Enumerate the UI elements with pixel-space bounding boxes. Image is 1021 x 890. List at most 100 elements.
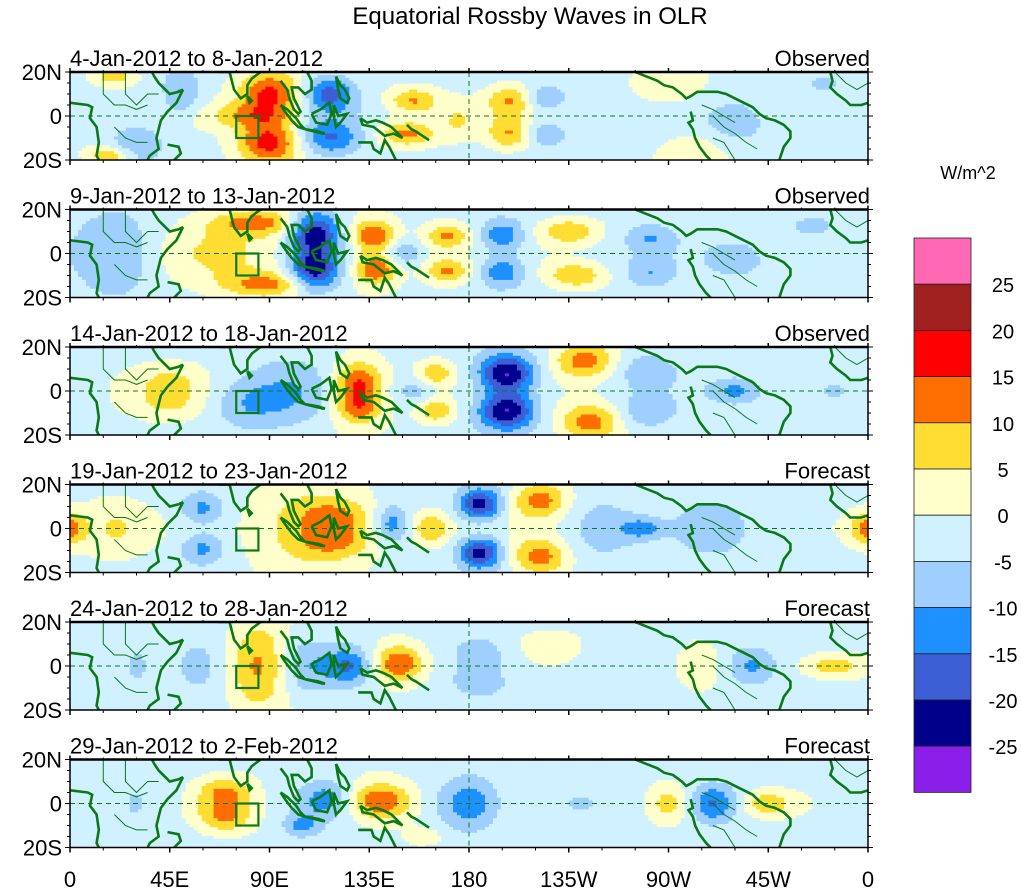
field-cell [612, 429, 630, 433]
field-cell [225, 157, 247, 160]
field-cell [461, 262, 474, 266]
field-cell [680, 241, 868, 246]
field-cell [70, 74, 87, 79]
field-cell [345, 104, 362, 108]
field-cell [337, 405, 346, 410]
field-cell [265, 235, 283, 240]
field-cell [564, 95, 642, 99]
field-cell [309, 101, 314, 105]
coastline [70, 101, 101, 160]
field-cell [293, 133, 299, 138]
field-cell [437, 791, 458, 796]
field-cell [373, 391, 382, 395]
field-cell [800, 657, 868, 661]
field-cell [548, 549, 562, 553]
field-cell [229, 701, 291, 705]
field-cell [472, 241, 486, 246]
field-cell [536, 95, 566, 99]
country-border [712, 390, 758, 425]
field-cell [241, 534, 279, 538]
field-cell [584, 540, 650, 544]
field-cell [548, 560, 562, 565]
field-cell [540, 408, 554, 413]
field-cell [361, 101, 382, 105]
field-cell [301, 276, 310, 281]
field-cell [740, 516, 841, 521]
olr-anomaly-field [70, 484, 868, 573]
field-cell [560, 560, 578, 565]
field-cell [732, 818, 761, 822]
field-cell [329, 224, 338, 228]
field-cell [297, 285, 307, 290]
field-cell [237, 142, 247, 146]
field-cell [225, 651, 239, 655]
field-cell [289, 704, 868, 708]
field-cell [528, 396, 542, 401]
field-cell [205, 821, 247, 825]
field-cell [457, 399, 474, 404]
field-cell [409, 142, 458, 146]
field-cell [469, 519, 494, 524]
field-cell [500, 563, 510, 568]
field-cell [209, 663, 227, 667]
field-cell [472, 385, 486, 389]
field-cell [201, 408, 223, 413]
field-cell [588, 806, 646, 810]
field-cell [273, 253, 287, 258]
field-cell [457, 370, 470, 374]
field-cell [804, 218, 825, 222]
field-cell [656, 824, 678, 828]
field-cell [616, 364, 630, 369]
field-cell [760, 262, 868, 266]
field-cell [293, 666, 310, 670]
field-cell [453, 677, 506, 682]
field-cell [289, 127, 299, 132]
field-cell [241, 510, 283, 515]
field-cell [405, 791, 422, 796]
field-cell [153, 130, 207, 135]
field-cell [309, 663, 338, 667]
field-cell [301, 110, 310, 114]
field-cell [337, 285, 354, 290]
field-cell [329, 405, 338, 410]
field-cell [333, 803, 342, 808]
field-cell [70, 531, 79, 535]
y-tick-label: 20N [22, 610, 62, 635]
field-cell [476, 829, 868, 834]
field-cell [253, 388, 303, 392]
field-cell [70, 139, 119, 143]
field-cell [632, 358, 666, 363]
field-cell [397, 522, 406, 527]
field-cell [265, 698, 291, 702]
field-cell [429, 671, 458, 676]
field-cell [425, 367, 446, 372]
field-cell [536, 361, 550, 366]
field-cell [844, 543, 868, 547]
field-cell [293, 83, 303, 88]
colorbar-tick-label: 5 [997, 460, 1008, 482]
field-cell [249, 370, 318, 374]
field-cell [165, 525, 239, 530]
field-cell [748, 107, 868, 111]
field-cell [165, 268, 211, 272]
field-cell [672, 809, 686, 813]
field-cell [584, 537, 662, 541]
field-cell [401, 388, 422, 392]
field-cell [337, 253, 346, 258]
field-cell [77, 274, 143, 278]
field-cell [620, 411, 630, 416]
field-cell [405, 393, 422, 398]
field-cell [189, 212, 231, 216]
field-cell [824, 391, 845, 395]
field-cell [70, 268, 75, 272]
field-cell [405, 809, 422, 813]
field-cell [564, 133, 729, 138]
field-cell [377, 370, 394, 374]
field-cell [349, 268, 358, 272]
coastline [828, 484, 868, 519]
field-cell [221, 505, 247, 509]
field-cell [532, 230, 550, 234]
field-cell [500, 142, 514, 146]
field-cell [321, 829, 402, 834]
field-cell [548, 364, 562, 369]
